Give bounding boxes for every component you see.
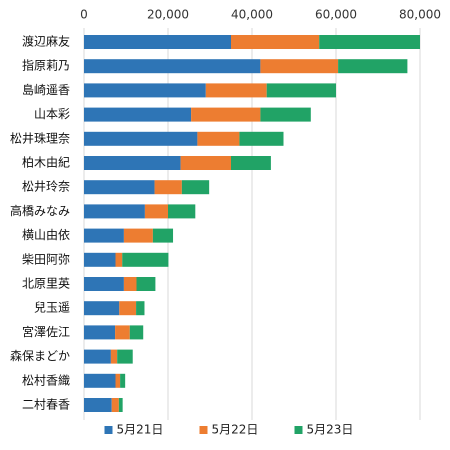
bar-segment-series-3 [136, 301, 145, 316]
category-label: 二村春香 [22, 398, 70, 412]
bar-segment-series-2 [111, 398, 119, 412]
bar-segment-series-2 [110, 349, 118, 364]
bar-segment-series-3 [129, 325, 144, 340]
category-label: 横山由依 [22, 227, 70, 242]
bar-segment-series-1 [84, 59, 261, 74]
category-label: 山本彩 [34, 107, 70, 121]
x-tick-label: 20,000 [147, 8, 189, 22]
bar-segment-series-3 [260, 107, 311, 122]
bar-segment-series-3 [239, 131, 284, 146]
bar-segment-series-2 [180, 156, 231, 170]
x-tick-label: 40,000 [231, 8, 273, 22]
legend-swatch [199, 426, 208, 434]
category-label: 高橋みなみ [10, 203, 70, 218]
bar-segment-series-1 [84, 277, 124, 291]
bar-segment-series-2 [115, 325, 130, 340]
bars [84, 35, 420, 412]
bar-segment-series-3 [122, 252, 169, 267]
bar-segment-series-3 [266, 83, 336, 98]
bar-segment-series-3 [117, 349, 133, 364]
bar-segment-series-2 [123, 277, 137, 291]
bar-segment-series-1 [84, 180, 155, 195]
category-label: 柴田阿弥 [22, 251, 70, 266]
category-label: 北原里英 [22, 277, 70, 291]
legend-label: 5月23日 [307, 423, 354, 437]
bar-segment-series-2 [115, 252, 123, 267]
bar-segment-series-2 [191, 107, 261, 122]
category-label: 渡辺麻友 [22, 34, 70, 49]
bar-segment-series-2 [115, 373, 121, 388]
bar-segment-series-1 [84, 228, 124, 243]
category-label: 森保まどか [10, 348, 70, 363]
bar-segment-series-2 [260, 59, 339, 74]
category-label: 松井玲奈 [22, 180, 70, 194]
bar-segment-series-1 [84, 204, 145, 219]
category-label: 柏木由紀 [22, 155, 70, 170]
x-tick-label: 80,000 [399, 8, 441, 22]
x-axis-tick-labels: 0 20,000 40,000 60,000 80,000 [80, 8, 441, 22]
bar-segment-series-3 [181, 180, 210, 195]
legend-label: 5月22日 [212, 423, 259, 437]
x-tick-label: 0 [80, 8, 88, 22]
bar-segment-series-1 [84, 301, 120, 316]
bar-segment-series-3 [152, 228, 174, 243]
bar-segment-series-3 [231, 156, 271, 170]
bar-segment-series-2 [154, 180, 182, 195]
bar-segment-series-2 [197, 131, 240, 146]
legend-label: 5月21日 [117, 423, 164, 437]
category-labels: 渡辺麻友指原莉乃島崎遥香山本彩松井珠理奈柏木由紀松井玲奈高橋みなみ横山由依柴田阿… [10, 34, 70, 412]
bar-segment-series-3 [338, 59, 408, 74]
bar-segment-series-1 [84, 252, 116, 267]
bar-segment-series-3 [120, 373, 126, 388]
x-tick-label: 60,000 [315, 8, 357, 22]
bar-segment-series-3 [319, 35, 420, 49]
category-label: 島崎遥香 [22, 82, 70, 97]
bar-segment-series-1 [84, 349, 111, 364]
legend-swatch [294, 426, 303, 434]
category-label: 兒玉遥 [34, 301, 70, 315]
bar-segment-series-2 [144, 204, 168, 219]
bar-segment-series-1 [84, 35, 231, 49]
bar-segment-series-1 [84, 373, 116, 388]
bar-segment-series-2 [231, 35, 320, 49]
category-label: 宮澤佐江 [22, 324, 70, 339]
bar-segment-series-3 [136, 277, 156, 291]
bar-segment-series-1 [84, 83, 206, 98]
bar-segment-series-2 [205, 83, 267, 98]
bar-segment-series-1 [84, 131, 198, 146]
bar-segment-series-2 [123, 228, 153, 243]
bar-segment-series-1 [84, 398, 112, 412]
category-label: 松村香織 [22, 373, 70, 387]
bar-segment-series-3 [118, 398, 123, 412]
category-label: 松井珠理奈 [10, 131, 70, 145]
legend-swatch [104, 426, 113, 434]
legend: 5月21日 5月22日 5月23日 [104, 423, 354, 437]
bar-segment-series-1 [84, 325, 116, 340]
bar-segment-series-2 [119, 301, 137, 316]
bar-segment-series-1 [84, 107, 192, 122]
bar-segment-series-3 [168, 204, 196, 219]
category-label: 指原莉乃 [22, 58, 70, 73]
bar-segment-series-1 [84, 156, 181, 170]
